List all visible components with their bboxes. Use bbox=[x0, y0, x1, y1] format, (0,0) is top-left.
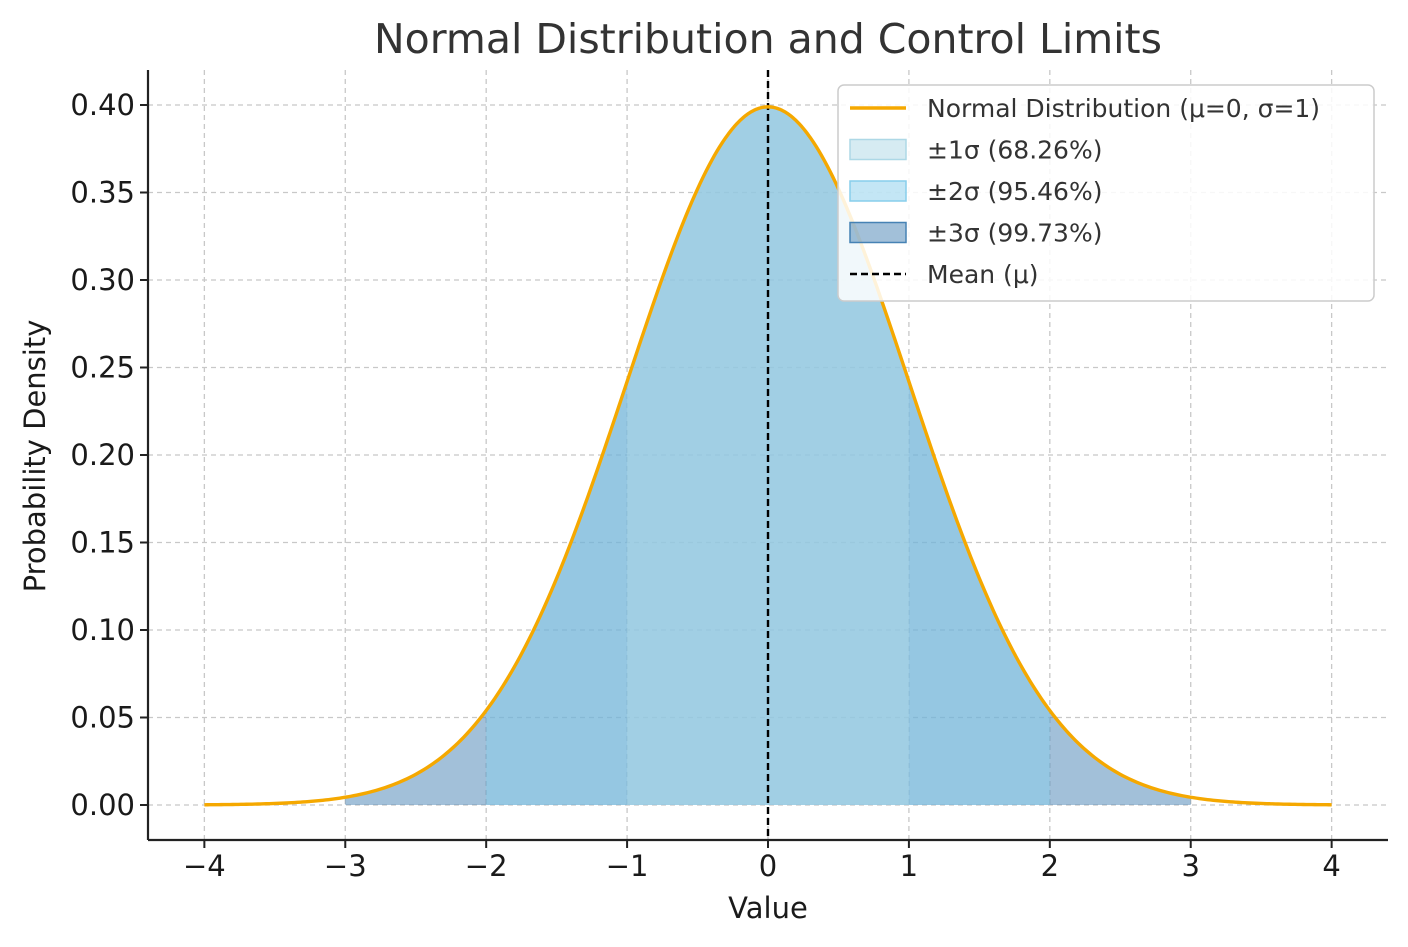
distribution-curve bbox=[204, 105, 1332, 807]
y-tick-label: 0.10 bbox=[70, 613, 135, 647]
y-tick-label: 0.00 bbox=[70, 788, 135, 822]
x-tick-label: −1 bbox=[606, 849, 649, 883]
legend-label: ±3σ (99.73%) bbox=[927, 219, 1102, 248]
y-tick-label: 0.35 bbox=[70, 176, 135, 210]
x-tick-label: 1 bbox=[900, 849, 918, 883]
x-tick-label: 2 bbox=[1041, 849, 1059, 883]
y-axis-label: Probability Density bbox=[18, 320, 52, 593]
legend-swatch-band bbox=[849, 138, 907, 161]
x-tick-label: 0 bbox=[759, 849, 777, 883]
x-tick-label: −3 bbox=[324, 849, 367, 883]
x-axis-label: Value bbox=[728, 891, 808, 925]
chart-title: Normal Distribution and Control Limits bbox=[374, 15, 1162, 63]
x-tick-label: −4 bbox=[183, 849, 226, 883]
x-tick-label: 3 bbox=[1182, 849, 1200, 883]
ticks: −4 −3 −2 −1 0 1 2 3 4 0.00 0.05 0.10 0.15 0.20 0.25 0.3… bbox=[70, 88, 1340, 883]
y-tick-label: 0.30 bbox=[70, 263, 135, 297]
y-tick-label: 0.25 bbox=[70, 351, 135, 385]
y-tick-label: 0.15 bbox=[70, 526, 135, 560]
x-tick-label: 4 bbox=[1322, 849, 1340, 883]
legend: Normal Distribution (μ=0, σ=1) ±1σ (68.26… bbox=[837, 84, 1375, 302]
x-tick-label: −2 bbox=[465, 849, 508, 883]
y-tick-label: 0.20 bbox=[70, 438, 135, 472]
legend-swatch-band bbox=[849, 221, 907, 244]
legend-label: ±1σ (68.26%) bbox=[927, 136, 1102, 165]
y-tick-label: 0.40 bbox=[70, 88, 135, 122]
legend-label: Normal Distribution (μ=0, σ=1) bbox=[927, 94, 1320, 123]
legend-label: ±2σ (95.46%) bbox=[927, 177, 1102, 206]
legend-label: Mean (μ) bbox=[927, 260, 1038, 289]
y-tick-label: 0.05 bbox=[70, 701, 135, 735]
legend-items: Normal Distribution (μ=0, σ=1) ±1σ (68.26… bbox=[849, 94, 1320, 289]
legend-swatch-band bbox=[849, 180, 907, 202]
curve-layer bbox=[204, 70, 1332, 840]
legend-frame bbox=[837, 84, 1375, 302]
